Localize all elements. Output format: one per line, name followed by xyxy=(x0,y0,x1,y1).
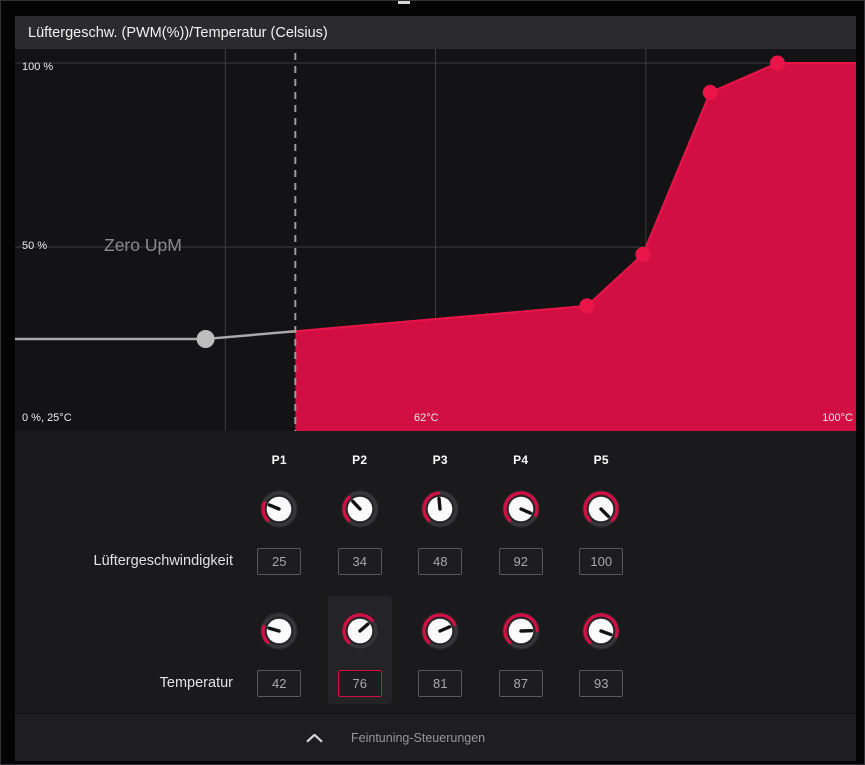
fine-tuning-toggle[interactable]: Feintuning-Steuerungen xyxy=(306,714,485,761)
fan-curve-chart[interactable]: 100 % 50 % 0 %, 25°C 62°C 100°C Zero UpM xyxy=(15,49,856,431)
curve-point-p1[interactable] xyxy=(196,330,215,348)
chart-title-bar: Lüftergeschw. (PWM(%))/Temperatur (Celsi… xyxy=(15,16,856,49)
fine-tuning-label: Feintuning-Steuerungen xyxy=(351,730,486,745)
fan-curve-plot[interactable] xyxy=(15,49,856,431)
temperature-input-p2[interactable] xyxy=(337,669,382,697)
fan-speed-knob-p1[interactable] xyxy=(259,489,299,529)
background-window-sliver xyxy=(398,1,410,4)
fan-speed-input-p2[interactable] xyxy=(337,547,382,575)
fan-tuning-panel: Lüftergeschw. (PWM(%))/Temperatur (Celsi… xyxy=(15,16,856,761)
fan-speed-input-p3[interactable] xyxy=(418,547,463,575)
temperature-knob-p5[interactable] xyxy=(581,611,621,651)
temperature-knob-p4[interactable] xyxy=(501,611,541,651)
fan-speed-input-p5[interactable] xyxy=(579,547,624,575)
temperature-input-p5[interactable] xyxy=(579,669,624,697)
temperature-input-p3[interactable] xyxy=(418,669,463,697)
temperature-row-label: Temperatur xyxy=(159,675,233,691)
fan-curve-line[interactable] xyxy=(295,62,856,333)
curve-point-p3[interactable] xyxy=(635,246,651,262)
column-header-p1: P1 xyxy=(271,453,287,467)
column-header-p2: P2 xyxy=(352,453,368,467)
curve-point-p2[interactable] xyxy=(579,298,595,314)
temperature-input-p4[interactable] xyxy=(498,669,543,697)
fan-speed-knob-p3[interactable] xyxy=(420,489,460,529)
zero-rpm-line xyxy=(15,329,296,341)
temperature-knob-p3[interactable] xyxy=(420,611,460,651)
fan-speed-input-p4[interactable] xyxy=(498,547,543,575)
column-header-p3: P3 xyxy=(432,453,448,467)
chart-title: Lüftergeschw. (PWM(%))/Temperatur (Celsi… xyxy=(28,24,328,41)
curve-points-panel: P1 P2 P3 P4 P5 Lüftergeschwindigkeit Tem… xyxy=(15,431,856,713)
column-header-p4: P4 xyxy=(513,453,529,467)
column-header-p5: P5 xyxy=(593,453,609,467)
fan-speed-knob-p5[interactable] xyxy=(581,489,621,529)
temperature-input-p1[interactable] xyxy=(257,669,302,697)
fan-speed-knob-p2[interactable] xyxy=(340,489,380,529)
fine-tuning-section: Feintuning-Steuerungen xyxy=(15,713,856,761)
temperature-knob-p1[interactable] xyxy=(259,611,299,651)
temperature-knob-p2[interactable] xyxy=(340,611,380,651)
curve-point-p4[interactable] xyxy=(702,84,718,100)
fan-speed-row-label: Lüftergeschwindigkeit xyxy=(93,553,233,569)
curve-point-p5[interactable] xyxy=(770,55,785,71)
chevron-up-icon xyxy=(306,733,323,742)
fan-speed-input-p1[interactable] xyxy=(257,547,302,575)
fan-speed-knob-p4[interactable] xyxy=(501,489,541,529)
fan-curve-fill xyxy=(295,63,856,431)
